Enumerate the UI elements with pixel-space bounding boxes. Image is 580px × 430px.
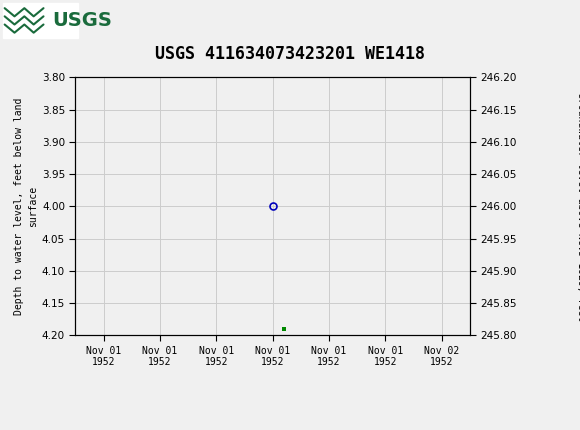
FancyBboxPatch shape	[3, 3, 78, 37]
Y-axis label: Groundwater level above NGVD 1929, feet: Groundwater level above NGVD 1929, feet	[576, 92, 580, 321]
Text: USGS: USGS	[52, 11, 112, 30]
Text: USGS 411634073423201 WE1418: USGS 411634073423201 WE1418	[155, 45, 425, 63]
Y-axis label: Depth to water level, feet below land
surface: Depth to water level, feet below land su…	[14, 98, 38, 315]
